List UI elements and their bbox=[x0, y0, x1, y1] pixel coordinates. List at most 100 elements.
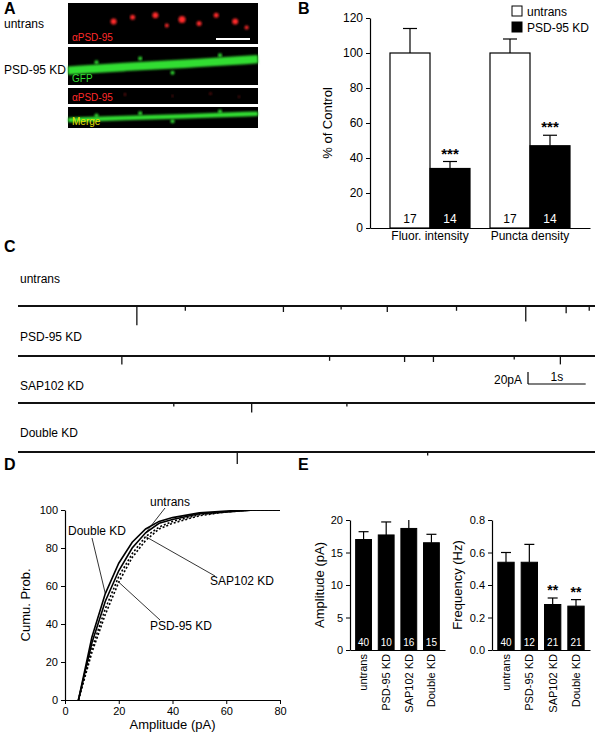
n-label: 14 bbox=[543, 212, 557, 226]
channel-label: αPSD-95 bbox=[72, 32, 113, 43]
panel-label: E bbox=[298, 456, 309, 473]
tick: 20 bbox=[46, 656, 65, 668]
punctum bbox=[209, 92, 211, 94]
labels: 40101615 bbox=[358, 637, 437, 648]
tick-label: 0 bbox=[356, 221, 363, 235]
channel-label: αPSD-95 bbox=[72, 92, 113, 103]
tick-label: 80 bbox=[350, 81, 364, 95]
tick-mark bbox=[119, 700, 120, 704]
tick: PSD-95 KD bbox=[523, 650, 535, 711]
tick-label: 0.6 bbox=[470, 547, 485, 559]
error-bar bbox=[503, 39, 517, 53]
channel-label: GFP bbox=[72, 73, 93, 84]
leader-line bbox=[92, 538, 105, 594]
tick-label: 15 bbox=[331, 547, 343, 559]
tick-mark bbox=[366, 123, 370, 124]
punctum bbox=[245, 26, 249, 30]
tick-mark bbox=[366, 228, 370, 229]
tick-label: 20 bbox=[331, 514, 343, 526]
bar bbox=[401, 528, 417, 650]
significance: ** bbox=[547, 582, 558, 598]
spine bbox=[95, 60, 99, 64]
tick: PSD-95 KD bbox=[380, 650, 392, 711]
legend-label: PSD-95 KD bbox=[527, 21, 589, 35]
figure: ABCDEuntransαPSD-95PSD-95 KDGFPαPSD-95Me… bbox=[0, 0, 600, 733]
tick-mark bbox=[61, 548, 65, 549]
axis-title: Amplitude (pA) bbox=[312, 542, 327, 628]
line bbox=[78, 510, 280, 700]
tick-label: 100 bbox=[343, 46, 363, 60]
error-stem bbox=[386, 522, 387, 535]
n-label: 17 bbox=[503, 212, 517, 226]
event bbox=[346, 403, 347, 407]
tick-mark bbox=[488, 585, 492, 586]
tick-label: 60 bbox=[46, 580, 58, 592]
tick: 0 bbox=[62, 700, 68, 717]
x-axis: 020406080 bbox=[62, 700, 286, 717]
error-stem bbox=[431, 534, 432, 542]
tick-label: 5 bbox=[337, 612, 343, 624]
channel-label: Merge bbox=[72, 116, 101, 127]
n-label: 16 bbox=[403, 637, 415, 648]
event bbox=[283, 306, 284, 312]
axis-title: Frequency (Hz) bbox=[450, 540, 465, 630]
error-bar bbox=[501, 553, 511, 563]
tick: 60 bbox=[46, 580, 65, 592]
error-cap bbox=[381, 521, 391, 522]
tick-label: untrans bbox=[357, 654, 369, 691]
y-axis: 020406080100 bbox=[40, 504, 66, 706]
tick: 5 bbox=[337, 612, 350, 624]
tick-mark bbox=[61, 662, 65, 663]
event bbox=[404, 356, 405, 362]
error-stem bbox=[408, 520, 409, 528]
n-label: 14 bbox=[443, 212, 457, 226]
bar bbox=[498, 562, 514, 650]
event bbox=[427, 452, 428, 456]
error-cap bbox=[503, 38, 517, 39]
tick: Double KD bbox=[570, 650, 582, 707]
error-bar bbox=[381, 522, 391, 535]
punctum bbox=[130, 15, 135, 20]
y-axis: 05101520 bbox=[331, 514, 351, 656]
tick: 0 bbox=[337, 644, 350, 656]
tick-label: 20 bbox=[46, 656, 58, 668]
leader-line bbox=[146, 537, 215, 576]
tick: 20 bbox=[331, 514, 350, 526]
spine bbox=[138, 111, 142, 115]
event bbox=[387, 306, 388, 312]
bar-chart: 1717***14***14020406080100120Fluor. inte… bbox=[320, 5, 591, 243]
error-stem bbox=[575, 600, 576, 607]
panel-label: A bbox=[4, 0, 16, 17]
punctum bbox=[197, 21, 202, 26]
baseline bbox=[18, 355, 595, 357]
tick-label: 0 bbox=[337, 644, 343, 656]
axis-title: % of Control bbox=[320, 87, 335, 159]
line bbox=[78, 510, 280, 700]
tick: 0.6 bbox=[470, 547, 492, 559]
error-bar bbox=[359, 532, 369, 540]
baseline bbox=[18, 402, 595, 404]
leader-line bbox=[119, 582, 160, 620]
micrograph bbox=[68, 107, 258, 128]
punctum bbox=[165, 24, 169, 28]
tick-mark bbox=[61, 510, 65, 511]
bar bbox=[530, 146, 570, 228]
bar bbox=[390, 53, 430, 228]
error-cap bbox=[524, 544, 534, 545]
baseline bbox=[18, 305, 595, 307]
event bbox=[185, 306, 186, 311]
error-bar bbox=[524, 544, 534, 562]
tick: 100 bbox=[40, 504, 65, 516]
n-label: 21 bbox=[570, 637, 582, 648]
spine bbox=[218, 53, 222, 57]
n-label: 12 bbox=[524, 637, 536, 648]
error-bar bbox=[543, 135, 557, 146]
x-axis: Fluor. intensityPuncta density bbox=[371, 228, 591, 243]
baseline bbox=[18, 451, 595, 453]
image-panel: untransαPSD-95PSD-95 KDGFPαPSD-95Merge bbox=[4, 3, 258, 128]
tick-mark bbox=[61, 700, 65, 701]
marks bbox=[390, 29, 570, 229]
bar bbox=[430, 169, 470, 229]
micrograph bbox=[68, 88, 258, 104]
legend-label: Double KD bbox=[68, 524, 126, 538]
